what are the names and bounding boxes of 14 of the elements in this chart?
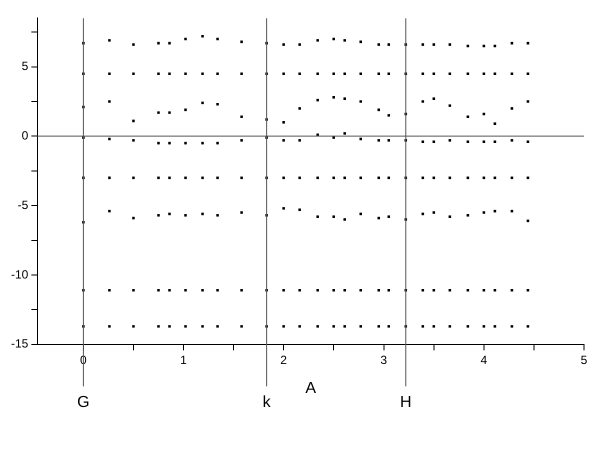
x-tick-label: 5 — [580, 352, 588, 367]
x-tick-label: 3 — [380, 352, 388, 367]
ref-line-label: G — [77, 394, 90, 411]
x-tick-label: 2 — [280, 352, 288, 367]
y-tick-label: 0 — [22, 128, 29, 142]
x-tick-label: 4 — [480, 352, 488, 367]
y-tick-label: -5 — [18, 198, 29, 212]
y-tick-label: 5 — [22, 59, 29, 74]
y-tick-label: -15 — [11, 336, 29, 351]
x-tick-label: 1 — [180, 352, 188, 367]
y-tick-label: -10 — [11, 267, 29, 282]
ref-line-label: k — [262, 394, 272, 411]
x-axis-title: A — [305, 380, 316, 397]
ref-line-label: H — [400, 394, 412, 411]
